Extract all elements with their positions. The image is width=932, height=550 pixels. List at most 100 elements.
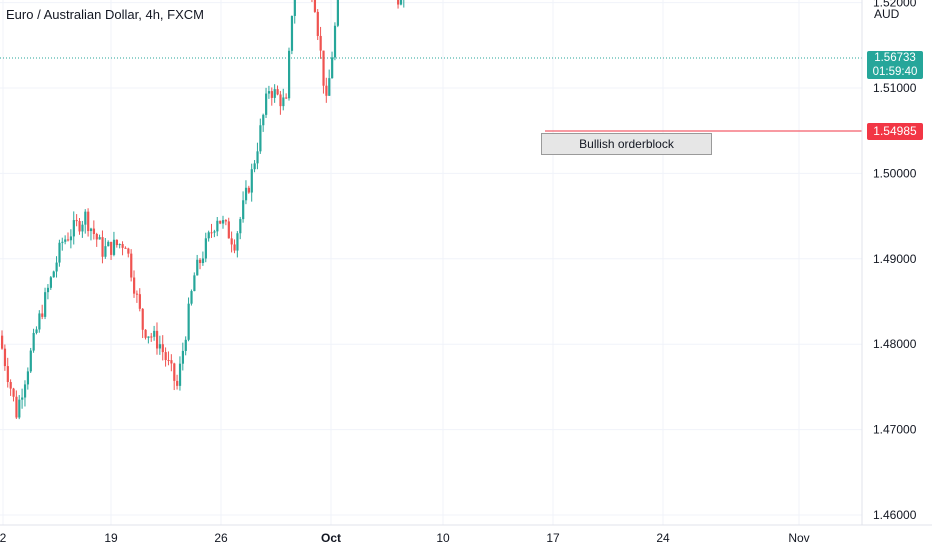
price-tick-label: 1.51000 xyxy=(873,81,917,95)
candle-body xyxy=(135,293,139,295)
candle-body xyxy=(259,125,262,152)
candle-body xyxy=(173,363,176,381)
candle-body xyxy=(64,239,67,242)
candle-body xyxy=(164,352,167,361)
candle-body xyxy=(35,329,38,333)
chart-title: Euro / Australian Dollar, 4h, FXCM xyxy=(6,7,204,22)
candle-body xyxy=(331,57,334,79)
candle-body xyxy=(9,382,12,389)
candle-body xyxy=(227,221,230,239)
candle-body xyxy=(23,384,27,398)
price-tick-label: 1.50000 xyxy=(873,166,917,180)
candle-body xyxy=(89,228,93,232)
candle-body xyxy=(293,0,296,16)
candle-body xyxy=(196,259,199,276)
candle-body xyxy=(239,219,242,234)
candle-body xyxy=(224,220,228,222)
last-price-badge: 1.56733 01:59:40 xyxy=(867,51,923,79)
candle-body xyxy=(265,93,268,115)
candle-body xyxy=(170,360,173,364)
candle-body xyxy=(21,397,24,400)
candle-body xyxy=(153,330,156,337)
time-tick-label: Nov xyxy=(788,531,809,545)
candle-body xyxy=(213,231,216,233)
candle-body xyxy=(38,313,41,330)
time-tick-label: 26 xyxy=(214,531,228,545)
candle-body xyxy=(46,287,50,293)
candle-body xyxy=(242,200,245,220)
price-tick-label: 1.47000 xyxy=(873,423,917,437)
time-tick-label: 2 xyxy=(0,531,7,545)
time-tick-label: 24 xyxy=(656,531,670,545)
candle-body xyxy=(15,396,18,418)
candle-body xyxy=(328,78,331,96)
candle-body xyxy=(18,399,21,418)
candle-body xyxy=(290,15,294,51)
candle-body xyxy=(279,94,282,107)
candle-body xyxy=(216,220,219,232)
candle-body xyxy=(55,262,58,272)
time-axis[interactable]: 2 19 26 Oct 10 17 24 Nov xyxy=(0,531,810,545)
price-axis[interactable]: 1.570001.560001.550001.540001.530001.520… xyxy=(873,0,917,522)
candle-body xyxy=(285,97,288,99)
candle-body xyxy=(221,220,225,224)
candle-body xyxy=(181,350,185,364)
bullish-orderblock-box[interactable]: Bullish orderblock xyxy=(541,133,712,155)
candle-body xyxy=(262,114,265,126)
candle-body xyxy=(110,241,113,255)
candle-body xyxy=(187,303,190,340)
candle-body xyxy=(273,89,276,98)
time-tick-label: 19 xyxy=(104,531,118,545)
countdown-timer: 01:59:40 xyxy=(872,66,918,78)
candle-body xyxy=(282,97,285,107)
candle-body xyxy=(333,25,337,58)
price-tick-label: 1.46000 xyxy=(873,508,917,522)
candle-body xyxy=(253,163,256,170)
candle-body xyxy=(397,0,400,5)
candle-body xyxy=(319,35,322,51)
candle-body xyxy=(32,332,35,351)
candle-body xyxy=(230,238,233,245)
candles xyxy=(1,0,405,420)
candle-body xyxy=(115,239,118,246)
candle-body xyxy=(233,244,236,251)
candle-body xyxy=(49,277,52,288)
currency-label: AUD xyxy=(874,7,900,21)
time-tick-label: 17 xyxy=(546,531,560,545)
candle-body xyxy=(276,89,279,95)
chart-grid xyxy=(0,0,862,525)
candle-body xyxy=(316,11,319,36)
candle-body xyxy=(267,91,271,94)
candle-body xyxy=(95,234,98,240)
candle-body xyxy=(204,238,207,259)
candle-body xyxy=(61,241,64,243)
candle-body xyxy=(124,247,127,249)
candle-body xyxy=(12,388,15,397)
candle-body xyxy=(193,275,196,292)
candle-body xyxy=(6,366,9,383)
candle-body xyxy=(150,336,153,338)
candle-body xyxy=(75,220,78,222)
candle-body xyxy=(155,330,159,349)
candle-body xyxy=(72,220,75,237)
candle-body xyxy=(141,308,144,330)
time-tick-label: 10 xyxy=(436,531,450,545)
candle-body xyxy=(158,344,162,349)
candle-body xyxy=(130,253,133,278)
candle-body xyxy=(107,241,110,247)
candle-body xyxy=(78,221,81,232)
candle-body xyxy=(92,228,96,235)
candle-body xyxy=(270,91,273,98)
candle-body xyxy=(210,232,213,234)
price-tick-label: 1.52000 xyxy=(873,0,917,10)
candle-body xyxy=(67,239,70,241)
candle-body xyxy=(147,336,150,338)
candle-body xyxy=(41,313,44,317)
candle-body xyxy=(98,237,101,240)
candle-body xyxy=(219,220,222,224)
candle-body xyxy=(178,363,182,386)
level-price-badge: 1.54985 xyxy=(867,123,923,140)
price-tick-label: 1.49000 xyxy=(873,252,917,266)
candle-body xyxy=(207,232,210,239)
